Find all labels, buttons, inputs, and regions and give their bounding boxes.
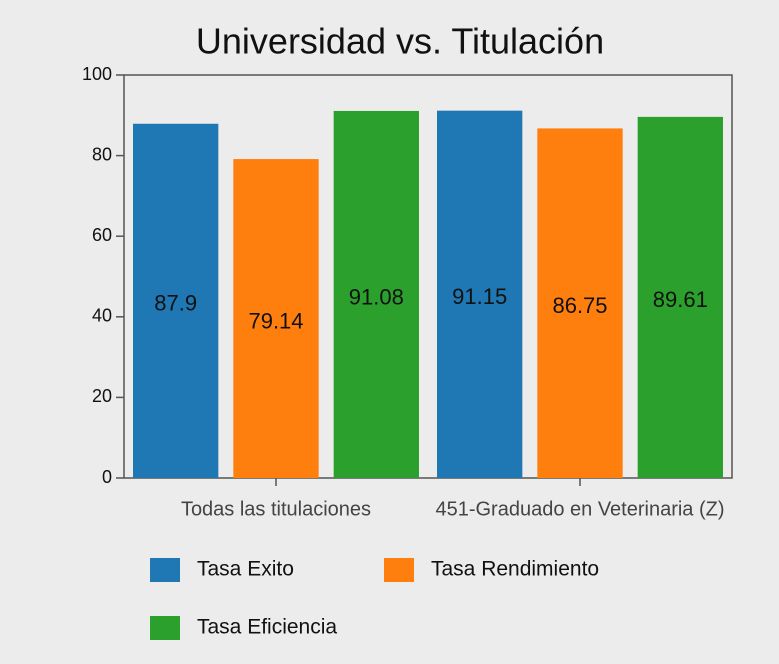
y-tick-label: 80: [92, 144, 112, 164]
legend-swatch: [384, 558, 414, 582]
legend-label: Tasa Exito: [197, 558, 294, 581]
bar: [333, 110, 419, 478]
y-tick-label: 60: [92, 225, 112, 245]
bar: [233, 159, 319, 478]
y-tick-label: 20: [92, 386, 112, 406]
chart-title: Universidad vs. Titulación: [196, 21, 604, 62]
legend-label: Tasa Eficiencia: [197, 616, 337, 639]
bar: [133, 123, 219, 478]
x-tick-label: 451-Graduado en Veterinaria (Z): [435, 498, 724, 520]
value-label: 91.15: [452, 284, 507, 309]
bar: [637, 116, 723, 478]
bar: [437, 110, 523, 478]
y-tick-label: 0: [102, 467, 112, 487]
legend-swatch: [150, 616, 180, 640]
legend-swatch: [150, 558, 180, 582]
y-tick-label: 100: [82, 64, 112, 84]
value-label: 86.75: [552, 293, 607, 318]
x-tick-label: Todas las titulaciones: [181, 498, 371, 520]
value-label: 89.61: [653, 287, 708, 312]
value-label: 91.08: [349, 284, 404, 309]
value-label: 79.14: [248, 308, 303, 333]
value-label: 87.9: [154, 291, 197, 316]
legend-label: Tasa Rendimiento: [431, 558, 599, 581]
bar: [537, 128, 623, 478]
y-tick-label: 40: [92, 306, 112, 326]
plot-area: [123, 74, 733, 479]
